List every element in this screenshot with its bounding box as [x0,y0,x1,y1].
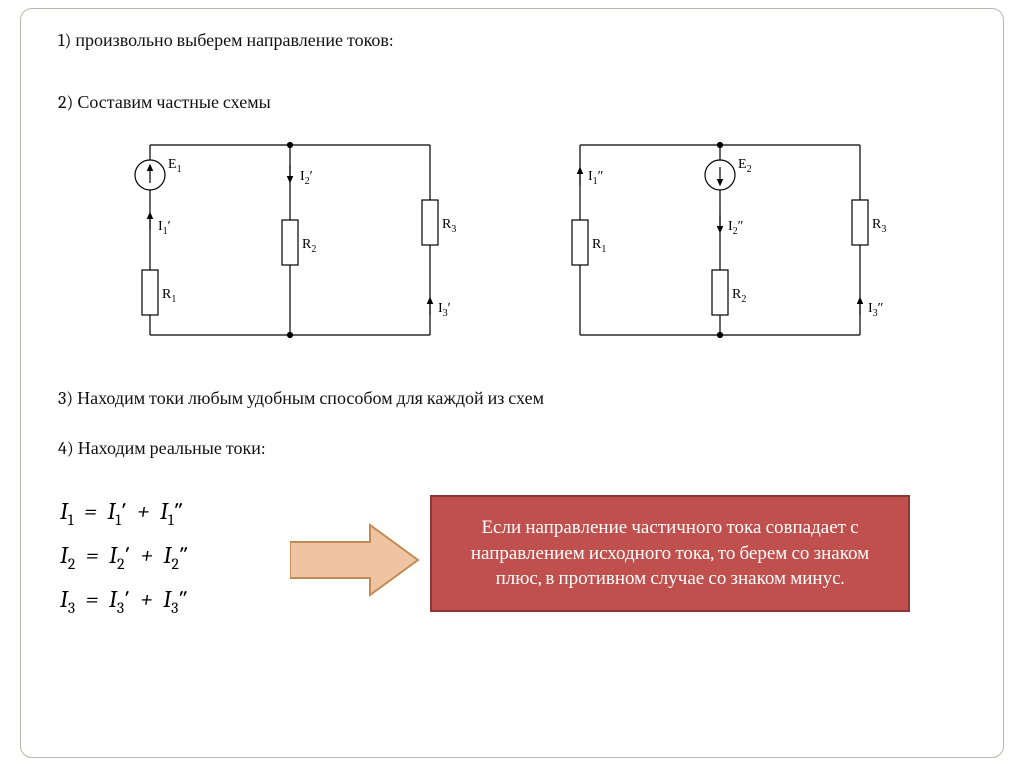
svg-text:I2′: I2′ [300,169,313,187]
step-2: 2) Составим частные схемы [58,92,271,113]
equations-block: I1 = I1′ + I1″ I2 = I2′ + I2″ I3 = I3′ +… [60,490,188,622]
svg-text:R2: R2 [732,287,746,305]
svg-text:R1: R1 [592,237,606,255]
svg-text:E1: E1 [168,157,182,175]
svg-text:E2: E2 [738,157,752,175]
svg-text:R2: R2 [302,237,316,255]
circuits-svg: E1 I1′ R1 I2′ R2 R3 I3′ [110,130,910,360]
svg-text:I1′: I1′ [158,219,171,237]
circuit-diagrams: E1 I1′ R1 I2′ R2 R3 I3′ [110,130,910,360]
svg-text:R3: R3 [872,217,886,235]
step-1: 1) произвольно выберем направление токов… [58,30,394,51]
step-3: 3) Находим токи любым удобным способом д… [58,388,544,409]
content-frame [20,8,1004,758]
arrow-icon [290,520,420,600]
equation-1: I1 = I1′ + I1″ [60,490,188,534]
note-box: Если направление частичного тока совпада… [430,495,910,612]
svg-text:R3: R3 [442,217,456,235]
svg-text:I2″: I2″ [728,219,744,237]
page: 1) произвольно выберем направление токов… [0,0,1024,767]
svg-text:I3′: I3′ [438,301,451,319]
svg-text:I3″: I3″ [868,301,884,319]
svg-text:I1″: I1″ [588,169,604,187]
svg-text:R1: R1 [162,287,176,305]
arrow-shape [290,525,418,595]
equation-2: I2 = I2′ + I2″ [60,534,188,578]
step-4: 4) Находим реальные токи: [58,438,266,459]
note-text: Если направление частичного тока совпада… [471,516,869,589]
equation-3: I3 = I3′ + I3″ [60,578,188,622]
